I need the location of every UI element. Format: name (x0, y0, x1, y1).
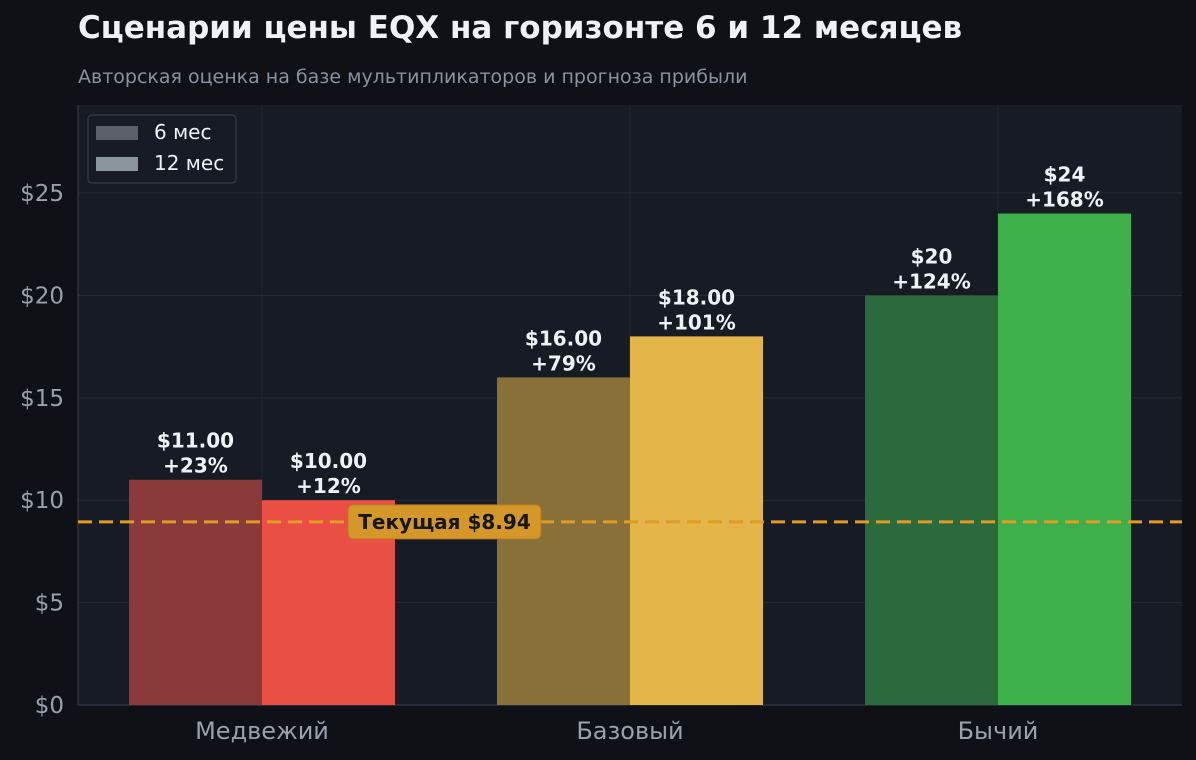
chart-title: Сценарии цены EQX на горизонте 6 и 12 ме… (78, 10, 963, 46)
legend-swatch (96, 157, 138, 171)
bar (129, 479, 262, 705)
legend-entry-label: 12 мес (154, 151, 224, 175)
bar (865, 295, 998, 705)
y-tick-label: $15 (20, 386, 64, 412)
chart-subtitle: Авторская оценка на базе мультипликаторо… (78, 66, 748, 88)
y-tick-label: $25 (20, 181, 64, 207)
legend-entry-label: 6 мес (154, 120, 211, 144)
bar-change-label: +12% (296, 474, 361, 498)
bar-change-label: +101% (657, 310, 736, 334)
bar-value-label: $18.00 (658, 285, 735, 309)
y-tick-label: $10 (20, 488, 64, 514)
bar-value-label: $20 (911, 244, 953, 268)
y-tick-label: $5 (35, 591, 64, 617)
bar-value-label: $24 (1044, 163, 1086, 187)
x-category-label: Бычий (958, 717, 1039, 745)
bar-change-label: +23% (163, 454, 228, 478)
bar-value-label: $11.00 (157, 429, 234, 453)
x-category-label: Базовый (576, 717, 683, 745)
bar-change-label: +79% (531, 351, 596, 375)
legend-swatch (96, 126, 138, 140)
bar-value-label: $16.00 (525, 326, 602, 350)
bar-change-label: +124% (892, 269, 971, 293)
bar-value-label: $10.00 (290, 449, 367, 473)
y-tick-label: $20 (20, 283, 64, 309)
bar (497, 377, 630, 705)
bar-change-label: +168% (1025, 188, 1104, 212)
current-price-label: Текущая $8.94 (358, 510, 531, 534)
x-category-label: Медвежий (195, 717, 329, 745)
current-price-label-box (347, 504, 542, 540)
y-tick-label: $0 (35, 693, 64, 719)
bar (998, 213, 1131, 706)
